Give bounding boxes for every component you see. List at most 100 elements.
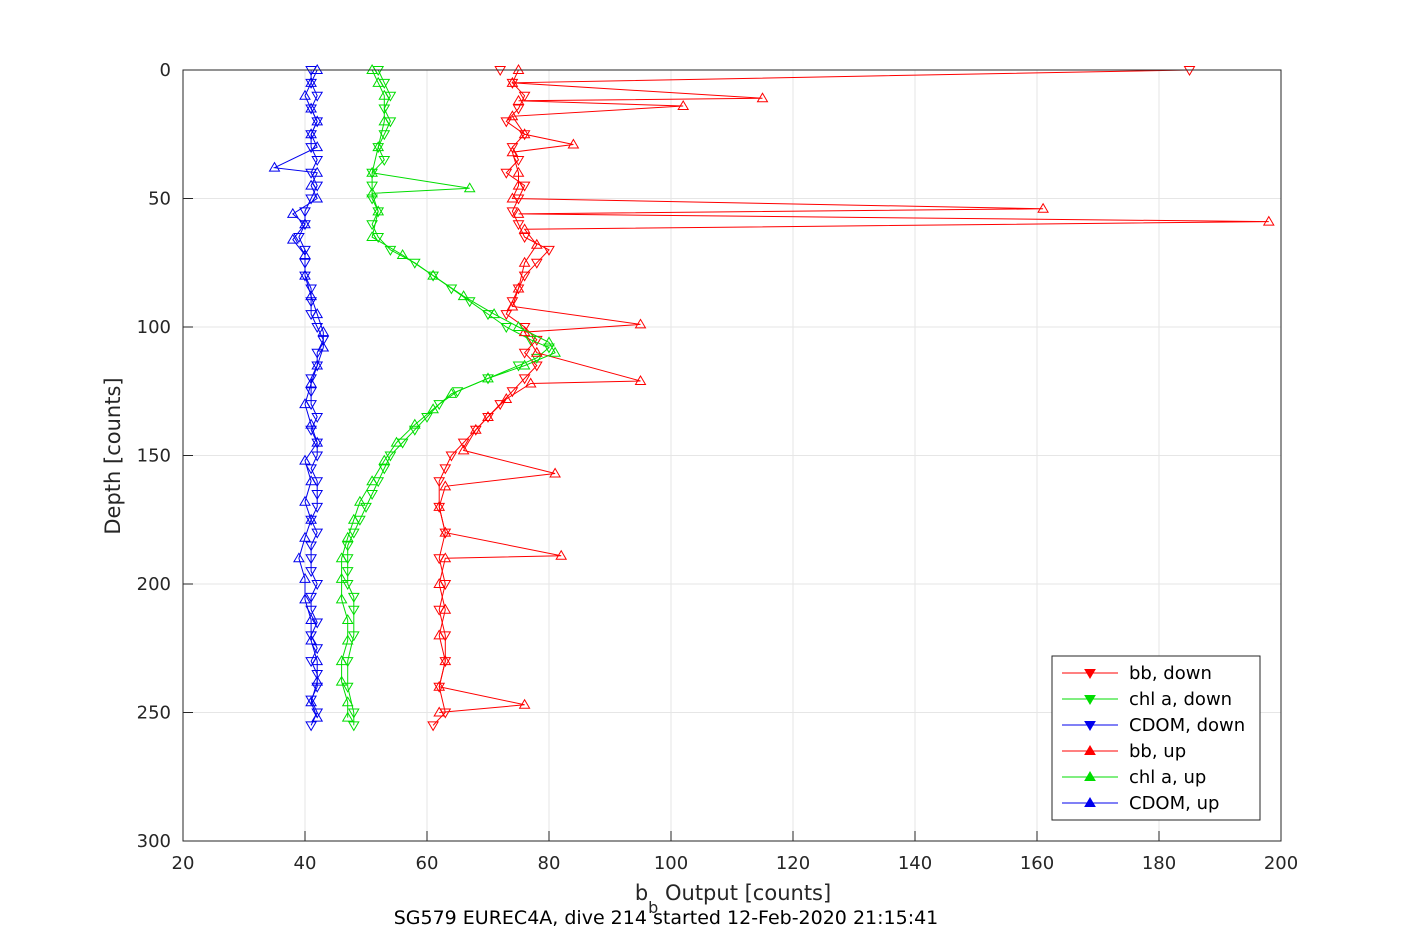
data-point-bb-up: [530, 238, 543, 249]
data-point-bb-up: [506, 110, 519, 121]
data-point-chl-a-up: [457, 290, 470, 301]
data-point-cdom-down: [311, 117, 324, 128]
data-point-chl-a-up: [354, 495, 366, 506]
y-tick-label: 150: [137, 446, 171, 467]
data-point-cdom-down: [311, 91, 324, 102]
data-point-cdom-up: [299, 495, 311, 506]
data-point-cdom-up: [311, 141, 324, 152]
data-point-bb-down: [518, 91, 531, 102]
data-point-bb-up: [439, 526, 452, 537]
legend-label: CDOM, down: [1129, 715, 1245, 736]
data-point-bb-up: [433, 629, 446, 640]
x-tick-label: 160: [1020, 853, 1054, 874]
data-point-chl-a-up: [347, 513, 360, 524]
series-line-cdom-up: [272, 69, 324, 718]
data-point-chl-a-up: [543, 336, 555, 347]
data-point-cdom-down: [311, 502, 324, 513]
data-point-bb-down: [439, 657, 452, 668]
data-point-cdom-up: [299, 269, 311, 280]
x-tick-label: 20: [172, 853, 195, 874]
legend-label: chl a, up: [1129, 767, 1206, 788]
data-point-cdom-up: [305, 696, 317, 707]
data-point-chl-a-down: [372, 207, 385, 218]
data-point-cdom-up: [305, 128, 317, 139]
data-point-cdom-down: [305, 567, 317, 578]
data-point-bb-down: [506, 78, 519, 89]
y-tick-label: 200: [137, 574, 171, 595]
data-point-cdom-up: [299, 531, 311, 542]
legend-label: bb, up: [1129, 741, 1186, 762]
legend-label: CDOM, up: [1129, 793, 1219, 814]
data-point-cdom-down: [299, 245, 311, 256]
data-point-chl-a-up: [366, 166, 378, 177]
data-point-cdom-up: [299, 89, 311, 100]
data-point-chl-a-down: [500, 323, 513, 333]
data-point-cdom-up: [299, 454, 311, 465]
data-point-chl-a-down: [366, 181, 378, 192]
data-point-bb-down: [512, 284, 525, 295]
data-point-chl-a-up: [488, 308, 500, 319]
data-point-cdom-down: [305, 592, 317, 603]
data-point-cdom-down: [311, 451, 324, 462]
data-point-cdom-down: [305, 104, 317, 115]
data-point-bb-up: [512, 166, 525, 177]
data-point-bb-up: [634, 318, 647, 329]
data-point-chl-a-up: [341, 634, 354, 645]
data-point-chl-a-up: [366, 64, 378, 74]
data-point-cdom-up: [299, 218, 311, 229]
data-point-cdom-up: [299, 572, 311, 583]
legend-marker: [1084, 695, 1096, 705]
legend-box: [1051, 655, 1261, 821]
data-point-chl-a-down: [347, 708, 360, 719]
data-point-bb-up: [567, 138, 580, 149]
data-point-bb-up: [524, 377, 537, 388]
x-tick-label: 40: [294, 853, 317, 874]
data-point-cdom-up: [311, 436, 324, 447]
data-point-bb-down: [506, 207, 519, 218]
data-point-bb-down: [543, 245, 555, 256]
legend: bb, down chl a, down CDOM, down bb, up chl a…: [1051, 655, 1261, 821]
data-point-bb-down: [518, 348, 531, 359]
data-point-cdom-up: [305, 179, 317, 190]
data-point-cdom-up: [305, 634, 317, 645]
data-point-cdom-up: [311, 64, 324, 74]
data-point-chl-a-up: [341, 613, 354, 624]
data-point-cdom-down: [305, 130, 317, 141]
data-point-bb-up: [512, 282, 525, 293]
data-point-bb-up: [1262, 215, 1275, 226]
data-point-chl-a-up: [341, 531, 354, 542]
data-point-bb-down: [433, 502, 446, 513]
data-point-bb-down: [500, 310, 513, 321]
data-point-chl-a-down: [421, 412, 433, 423]
data-point-bb-up: [506, 76, 519, 87]
data-point-chl-a-up: [372, 76, 385, 87]
data-point-cdom-down: [299, 220, 311, 231]
data-point-chl-a-down: [378, 464, 391, 475]
data-point-chl-a-down: [427, 271, 439, 282]
data-point-bb-down: [427, 721, 439, 732]
data-point-cdom-down: [311, 644, 324, 655]
data-point-cdom-down: [311, 348, 324, 359]
data-point-cdom-up: [305, 475, 317, 486]
data-point-bb-down: [518, 374, 531, 385]
series-line-chl-a-up: [341, 69, 556, 718]
data-point-cdom-up: [317, 341, 330, 352]
data-point-bb-up: [518, 698, 531, 709]
data-point-chl-a-up: [427, 403, 439, 414]
data-point-chl-a-down: [524, 335, 537, 346]
data-point-chl-a-up: [482, 372, 494, 383]
data-point-cdom-up: [286, 207, 299, 218]
data-point-chl-a-down: [543, 343, 555, 354]
data-point-cdom-down: [311, 490, 324, 501]
data-point-chl-a-down: [378, 155, 391, 166]
data-point-chl-a-down: [341, 567, 354, 578]
data-point-cdom-down: [311, 155, 324, 166]
x-tick-label: 60: [416, 853, 439, 874]
data-point-bb-up: [677, 99, 690, 110]
data-point-cdom-up: [286, 233, 299, 244]
data-point-chl-a-down: [372, 143, 385, 154]
data-point-cdom-up: [305, 513, 317, 524]
data-point-bb-up: [555, 549, 568, 560]
data-point-chl-a-up: [341, 696, 354, 707]
data-point-chl-a-up: [335, 655, 348, 666]
